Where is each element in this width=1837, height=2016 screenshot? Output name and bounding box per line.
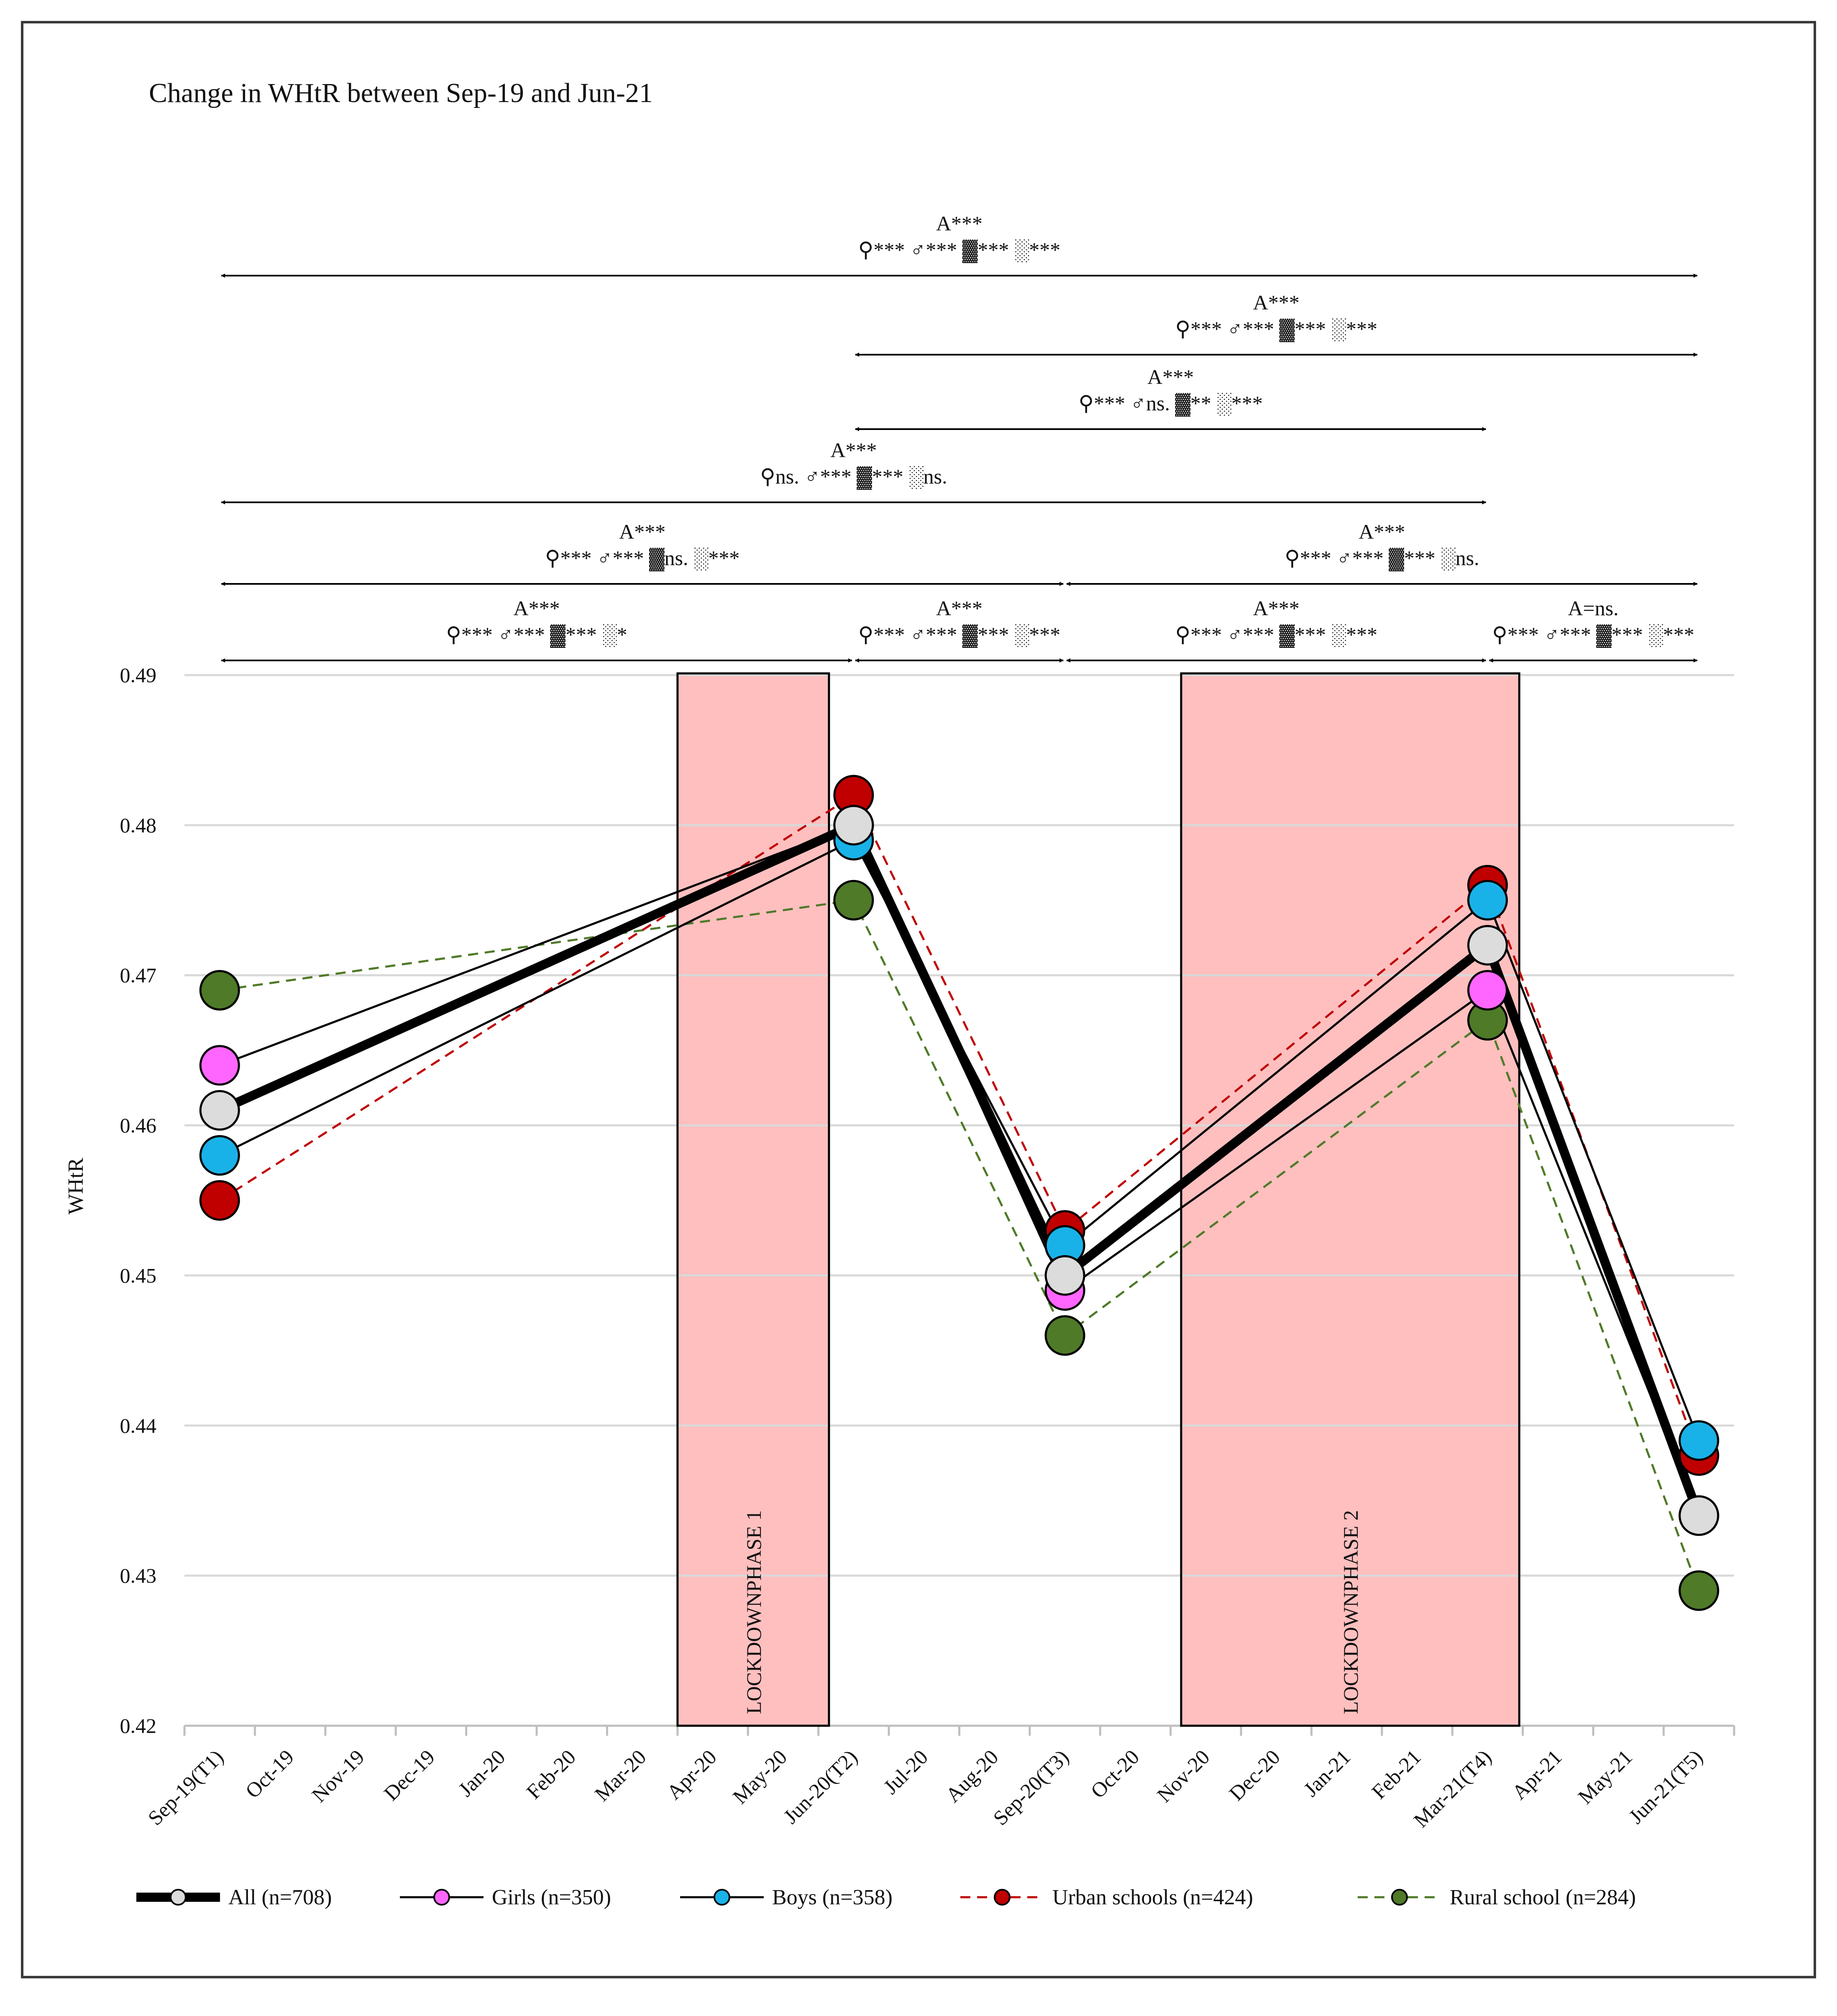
x-tick-label: Nov-19 <box>307 1745 369 1807</box>
comparison-overall-label: A*** <box>513 596 560 620</box>
data-point <box>1044 1255 1085 1296</box>
x-tick-label: Feb-20 <box>522 1745 580 1804</box>
x-tick-label: Jan-21 <box>1299 1745 1355 1801</box>
chart-title: Change in WHtR between Sep-19 and Jun-21 <box>149 78 653 108</box>
x-tick-label: Feb-21 <box>1367 1745 1425 1804</box>
legend-swatch-marker <box>170 1889 187 1906</box>
data-point <box>1678 1570 1719 1611</box>
x-tick-label: Jun-21(T5) <box>1624 1745 1707 1828</box>
x-tick-label: May-21 <box>1573 1745 1637 1809</box>
x-tick-label: Dec-19 <box>379 1745 440 1805</box>
comparison-overall-label: A*** <box>1253 291 1300 314</box>
x-tick-label: Sep-19(T1) <box>143 1745 228 1830</box>
data-point <box>1678 1420 1719 1461</box>
legend-label: Urban schools (n=424) <box>1052 1886 1253 1909</box>
comparison-overall-label: A*** <box>830 438 877 462</box>
legend-label: Girls (n=350) <box>492 1886 611 1909</box>
data-point <box>1467 970 1508 1011</box>
comparison-group-label: ⚲*** ♂*** ▓*** ░*** <box>1175 317 1378 343</box>
legend-label: Boys (n=358) <box>772 1886 893 1909</box>
x-tick-label: Mar-20 <box>590 1745 651 1806</box>
data-point <box>199 970 240 1011</box>
data-point <box>1044 1315 1085 1356</box>
x-tick-label: Sep-20(T3) <box>988 1745 1073 1830</box>
y-tick-label: 0.44 <box>120 1414 157 1437</box>
comparison-overall-label: A*** <box>1253 596 1300 620</box>
comparison-overall-label: A*** <box>936 212 982 235</box>
comparison-group-label: ⚲*** ♂*** ▓*** ░*** <box>858 623 1061 648</box>
x-tick-label: Nov-20 <box>1152 1745 1214 1807</box>
data-point <box>833 805 874 846</box>
y-tick-label: 0.42 <box>120 1714 157 1737</box>
data-point <box>199 1180 240 1221</box>
comparison-group-label: ⚲*** ♂*** ▓*** ░*** <box>1492 623 1694 648</box>
legend-swatch-marker <box>994 1889 1011 1906</box>
x-tick-label: Oct-19 <box>241 1745 299 1803</box>
whtr-line-chart: 0.42 0.43 0.44 0.45 0.46 0.47 0.48 0.49 Sep-19(… <box>64 78 1735 1909</box>
x-tick-label: Jun-20(T2) <box>779 1745 862 1828</box>
lockdown-band-outline-1 <box>676 672 830 1727</box>
comparison-overall-label: A=ns. <box>1568 596 1619 620</box>
comparison-group-label: ⚲*** ♂*** ▓*** ░*** <box>1175 623 1378 648</box>
y-tick-label: 0.46 <box>120 1114 157 1137</box>
y-axis-label: WHtR <box>64 1158 88 1215</box>
x-tick-label: Oct-20 <box>1086 1745 1144 1803</box>
y-tick-label: 0.45 <box>120 1264 157 1287</box>
data-point <box>1467 880 1508 921</box>
x-tick-label: Jul-20 <box>879 1745 932 1799</box>
x-tick-label: May-20 <box>728 1745 792 1809</box>
comparison-group-label: ⚲*** ♂*** ▓*** ░ns. <box>1284 546 1479 572</box>
x-tick-label: Aug-20 <box>941 1745 1003 1807</box>
y-tick-label: 0.43 <box>120 1564 157 1587</box>
x-tick-label: Apr-20 <box>662 1745 721 1804</box>
legend-label: Rural school (n=284) <box>1450 1886 1636 1909</box>
legend-swatch-marker <box>433 1889 450 1906</box>
comparison-overall-label: A*** <box>1359 520 1405 543</box>
data-point <box>1678 1495 1719 1536</box>
comparison-group-label: ⚲ns. ♂*** ▓*** ░ns. <box>760 465 947 490</box>
y-tick-label: 0.47 <box>120 964 157 987</box>
data-point <box>199 1090 240 1131</box>
comparison-overall-label: A*** <box>1147 365 1194 389</box>
comparison-group-label: ⚲*** ♂*** ▓ns. ░*** <box>545 546 739 572</box>
y-tick-label: 0.48 <box>120 814 157 837</box>
data-point <box>833 880 874 921</box>
lockdown-band-2 <box>1181 673 1520 1726</box>
comparison-overall-label: A*** <box>619 520 665 543</box>
data-point <box>1467 925 1508 966</box>
legend-swatch-marker <box>1391 1889 1408 1906</box>
chart-frame: 0.42 0.43 0.44 0.45 0.46 0.47 0.48 0.49 Sep-19(… <box>21 21 1816 1978</box>
lockdown-label-2: LOCKDOWNPHASE 2 <box>1339 1510 1362 1714</box>
lockdown-label-1: LOCKDOWNPHASE 1 <box>742 1510 765 1714</box>
x-tick-label: Dec-20 <box>1224 1745 1284 1805</box>
data-point <box>199 1045 240 1086</box>
comparison-group-label: ⚲*** ♂*** ▓*** ░* <box>446 623 627 648</box>
x-tick-label: Jan-20 <box>454 1745 510 1801</box>
legend-label: All (n=708) <box>228 1886 332 1909</box>
x-tick-label: Apr-21 <box>1507 1745 1566 1804</box>
lockdown-band-outline-2 <box>1180 672 1520 1727</box>
comparison-group-label: ⚲*** ♂ns. ▓** ░*** <box>1078 391 1262 417</box>
comparison-group-label: ⚲*** ♂*** ▓*** ░*** <box>858 238 1061 264</box>
comparison-overall-label: A*** <box>936 596 982 620</box>
x-tick-label: Mar-21(T4) <box>1409 1745 1496 1832</box>
legend-swatch-marker <box>714 1889 730 1906</box>
y-tick-label: 0.49 <box>120 663 157 687</box>
data-point <box>199 1135 240 1176</box>
